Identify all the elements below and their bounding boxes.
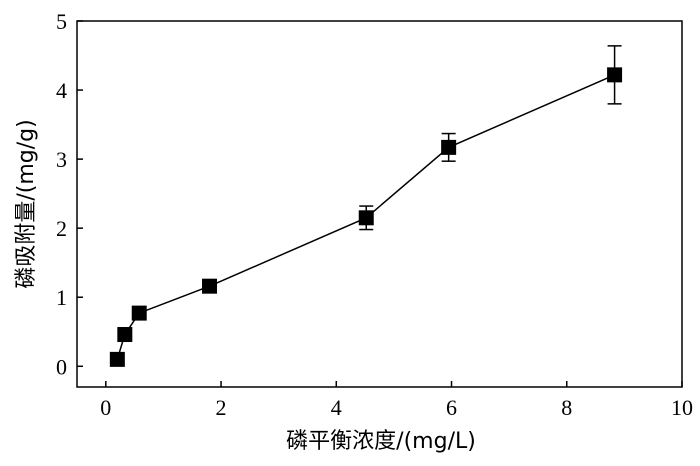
x-tick-label: 0 — [100, 395, 111, 420]
data-point — [441, 139, 457, 155]
y-tick-label: 5 — [56, 9, 67, 34]
y-tick-label: 2 — [56, 216, 67, 241]
x-tick-label: 4 — [331, 395, 342, 420]
y-axis-label: 磷吸附量/(mg/g) — [14, 119, 39, 288]
x-tick-label: 8 — [561, 395, 572, 420]
x-tick-label: 2 — [216, 395, 227, 420]
y-tick-labels: 0 1 2 3 4 5 — [56, 9, 67, 379]
x-axis-label: 磷平衡浓度/(mg/L) — [286, 429, 476, 454]
data-point — [109, 351, 125, 367]
y-tick-label: 0 — [56, 354, 67, 379]
x-tick-label: 6 — [446, 395, 457, 420]
axis-ticks — [77, 20, 683, 387]
data-point — [117, 327, 133, 343]
data-markers — [109, 67, 623, 367]
data-point — [202, 278, 218, 294]
y-tick-label: 3 — [56, 147, 67, 172]
x-tick-label: 10 — [671, 395, 693, 420]
y-tick-label: 1 — [56, 285, 67, 310]
x-tick-labels: 0 2 4 6 8 10 — [100, 395, 693, 420]
plot-frame — [76, 20, 683, 388]
data-point — [131, 305, 147, 321]
data-point — [358, 210, 374, 226]
y-tick-label: 4 — [56, 78, 67, 103]
data-point — [607, 67, 623, 83]
error-bars — [359, 45, 622, 231]
